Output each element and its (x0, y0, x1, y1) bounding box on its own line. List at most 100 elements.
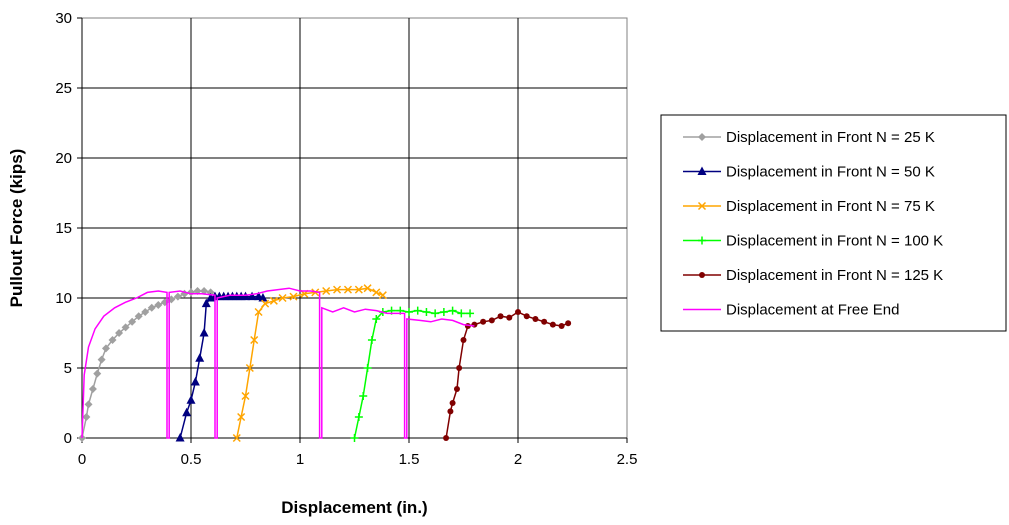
y-tick-label: 15 (55, 220, 72, 237)
data-point (506, 314, 513, 321)
data-point (350, 434, 359, 442)
legend-box (660, 114, 1007, 332)
data-point (460, 337, 467, 343)
data-point (698, 236, 706, 245)
data-point (101, 344, 110, 353)
series-layer (78, 284, 572, 443)
data-point (698, 133, 706, 141)
data-point (258, 293, 268, 302)
legend-label: Displacement at Free End (726, 302, 899, 319)
data-point (697, 201, 707, 211)
data-point (232, 433, 241, 443)
series-3 (232, 284, 387, 443)
legend-item-6: Displacement at Free End (683, 302, 899, 319)
data-point (457, 309, 466, 318)
data-point (549, 321, 556, 328)
data-point (250, 335, 259, 345)
series-4 (350, 306, 475, 442)
data-point (141, 308, 150, 316)
data-point (186, 395, 196, 404)
data-point (443, 435, 450, 441)
data-point (84, 400, 93, 409)
data-point (190, 377, 200, 386)
data-point (359, 392, 368, 400)
series-6 (81, 287, 475, 439)
legend: Displacement in Front N = 25 K Displaceme… (660, 114, 1007, 332)
data-point (278, 293, 287, 303)
series-5 (443, 309, 572, 441)
series-1 (78, 287, 215, 442)
x-tick-label: 1.5 (399, 451, 420, 468)
legend-items: Displacement in Front N = 25 K Displaceme… (683, 129, 943, 319)
x-axis-title: Displacement (in.) (281, 498, 427, 517)
data-point (121, 323, 130, 332)
data-point (322, 286, 331, 296)
data-point (97, 355, 106, 364)
legend-item-2: Displacement in Front N = 50 K (683, 164, 935, 181)
data-point (115, 329, 124, 337)
data-point (343, 285, 352, 294)
data-point (449, 400, 456, 406)
data-point (289, 292, 298, 301)
data-point (497, 313, 504, 320)
legend-item-4: Displacement in Front N = 100 K (683, 233, 943, 250)
data-point (405, 308, 413, 316)
y-axis-title: Pullout Force (kips) (7, 149, 26, 308)
series-line (81, 287, 475, 439)
data-point (372, 288, 381, 297)
data-point (447, 408, 454, 415)
legend-label: Displacement in Front N = 125 K (726, 267, 943, 284)
data-point (128, 317, 137, 326)
data-point (413, 306, 422, 315)
data-point (245, 363, 254, 373)
y-tick-label: 10 (55, 290, 72, 307)
data-point (88, 385, 97, 393)
data-point (363, 284, 372, 293)
data-point (431, 309, 440, 318)
data-point (558, 323, 565, 329)
data-point (82, 413, 91, 421)
y-tick-label: 20 (55, 150, 72, 167)
data-point (261, 299, 270, 308)
data-point (515, 309, 521, 315)
data-point (378, 291, 387, 300)
data-point (541, 318, 548, 325)
data-point (488, 317, 495, 324)
x-tick-label: 1 (296, 451, 304, 468)
data-point (354, 285, 363, 294)
legend-label: Displacement in Front N = 75 K (726, 198, 935, 215)
data-point (699, 272, 705, 278)
data-point (237, 412, 246, 422)
legend-label: Displacement in Front N = 100 K (726, 233, 943, 250)
data-point (372, 315, 381, 323)
data-point (523, 313, 530, 320)
x-tick-label: 0 (78, 451, 86, 468)
x-tick-label: 0.5 (181, 451, 202, 468)
y-tick-label: 30 (55, 10, 72, 27)
x-tick-label: 2 (514, 451, 522, 468)
data-point (333, 285, 342, 294)
y-axis-ticks: 0 5 10 15 20 25 30 (55, 10, 83, 447)
data-point (247, 291, 257, 301)
data-point (241, 391, 250, 401)
data-point (201, 298, 211, 308)
legend-item-5: Displacement in Front N = 125 K (683, 267, 943, 284)
data-point (182, 407, 192, 417)
data-point (480, 318, 487, 325)
data-point (471, 321, 478, 328)
data-point (147, 303, 156, 312)
data-point (200, 287, 209, 295)
y-tick-label: 25 (55, 80, 72, 97)
y-tick-label: 5 (64, 360, 72, 377)
data-point (439, 308, 448, 316)
data-point (199, 328, 209, 337)
data-point (269, 296, 278, 305)
data-point (422, 308, 431, 316)
data-point (466, 309, 475, 318)
data-point (354, 413, 363, 421)
data-point (697, 166, 707, 175)
y-tick-label: 0 (64, 430, 72, 447)
data-point (175, 433, 185, 442)
data-point (134, 312, 143, 321)
